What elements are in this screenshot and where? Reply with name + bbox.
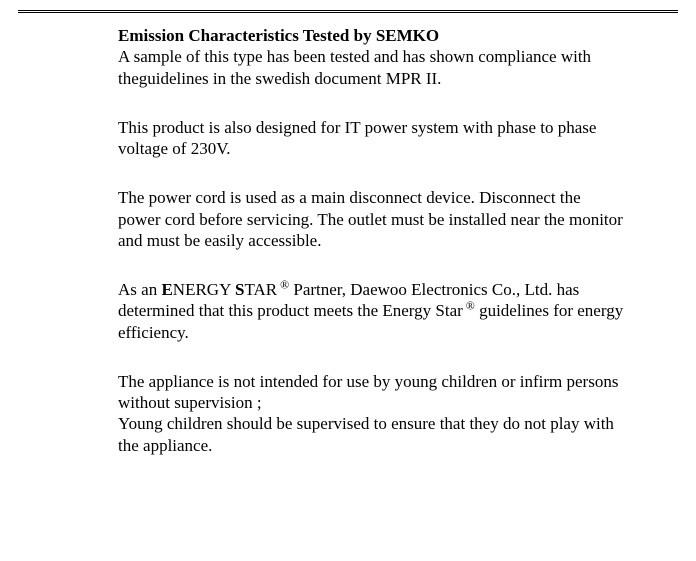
text-p5a: The appliance is not intended for use by… (118, 372, 618, 412)
text-p4b1: E (161, 280, 172, 299)
block-powercord: The power cord is used as a main disconn… (118, 187, 626, 251)
block-energystar: As an ENERGY STAR ® Partner, Daewoo Elec… (118, 279, 626, 343)
page-body: Emission Characteristics Tested by SEMKO… (0, 13, 696, 456)
block-itpower: This product is also designed for IT pow… (118, 117, 626, 160)
block-children: The appliance is not intended for use by… (118, 371, 626, 456)
text-p1: A sample of this type has been tested an… (118, 47, 591, 87)
text-p4b4: TAR (244, 280, 277, 299)
text-p5b: Young children should be supervised to e… (118, 414, 614, 454)
text-p4a: As an (118, 280, 161, 299)
reg-mark-2: ® (463, 299, 475, 313)
block-emission: Emission Characteristics Tested by SEMKO… (118, 25, 626, 89)
text-p4b2: NERGY (173, 280, 235, 299)
reg-mark-1: ® (277, 277, 289, 291)
text-p3: The power cord is used as a main disconn… (118, 188, 623, 250)
heading-emission: Emission Characteristics Tested by SEMKO (118, 26, 439, 45)
text-p2: This product is also designed for IT pow… (118, 118, 596, 158)
